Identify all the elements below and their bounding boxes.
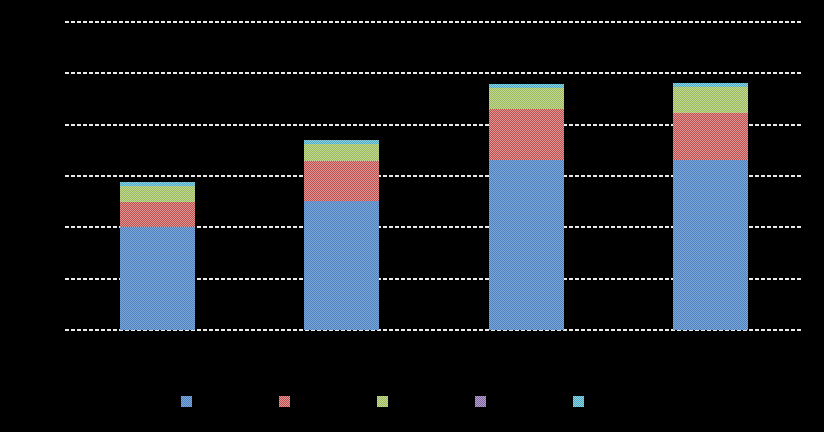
bar-segment-blue — [673, 159, 748, 330]
bar-bar-4 — [673, 83, 748, 330]
gridline — [65, 124, 803, 126]
gridline — [65, 329, 803, 331]
bar-segment-green — [304, 143, 379, 161]
gridline — [65, 226, 803, 228]
bar-segment-cyan — [304, 140, 379, 144]
plot-area — [65, 21, 803, 331]
bar-segment-red — [304, 160, 379, 201]
bar-segment-green — [120, 186, 195, 202]
bar-segment-cyan — [120, 182, 195, 187]
bar-segment-cyan — [673, 83, 748, 87]
gridline — [65, 278, 803, 280]
legend-marker-green — [377, 396, 388, 407]
legend-marker-purple — [475, 396, 486, 407]
bar-segment-red — [489, 109, 564, 161]
gridline — [65, 21, 803, 23]
legend-marker-blue — [181, 396, 192, 407]
bar-segment-green — [673, 86, 748, 114]
bar-bar-1 — [120, 182, 195, 330]
legend-marker-cyan — [573, 396, 584, 407]
bar-segment-blue — [489, 160, 564, 330]
bar-segment-blue — [304, 200, 379, 330]
bar-segment-red — [120, 201, 195, 227]
bar-segment-red — [673, 113, 748, 160]
gridline — [65, 175, 803, 177]
bar-segment-blue — [120, 226, 195, 330]
bar-segment-cyan — [489, 84, 564, 89]
bar-bar-3 — [489, 84, 564, 330]
bar-segment-green — [489, 88, 564, 110]
bar-bar-2 — [304, 140, 379, 330]
legend-marker-red — [279, 396, 290, 407]
gridline — [65, 72, 803, 74]
